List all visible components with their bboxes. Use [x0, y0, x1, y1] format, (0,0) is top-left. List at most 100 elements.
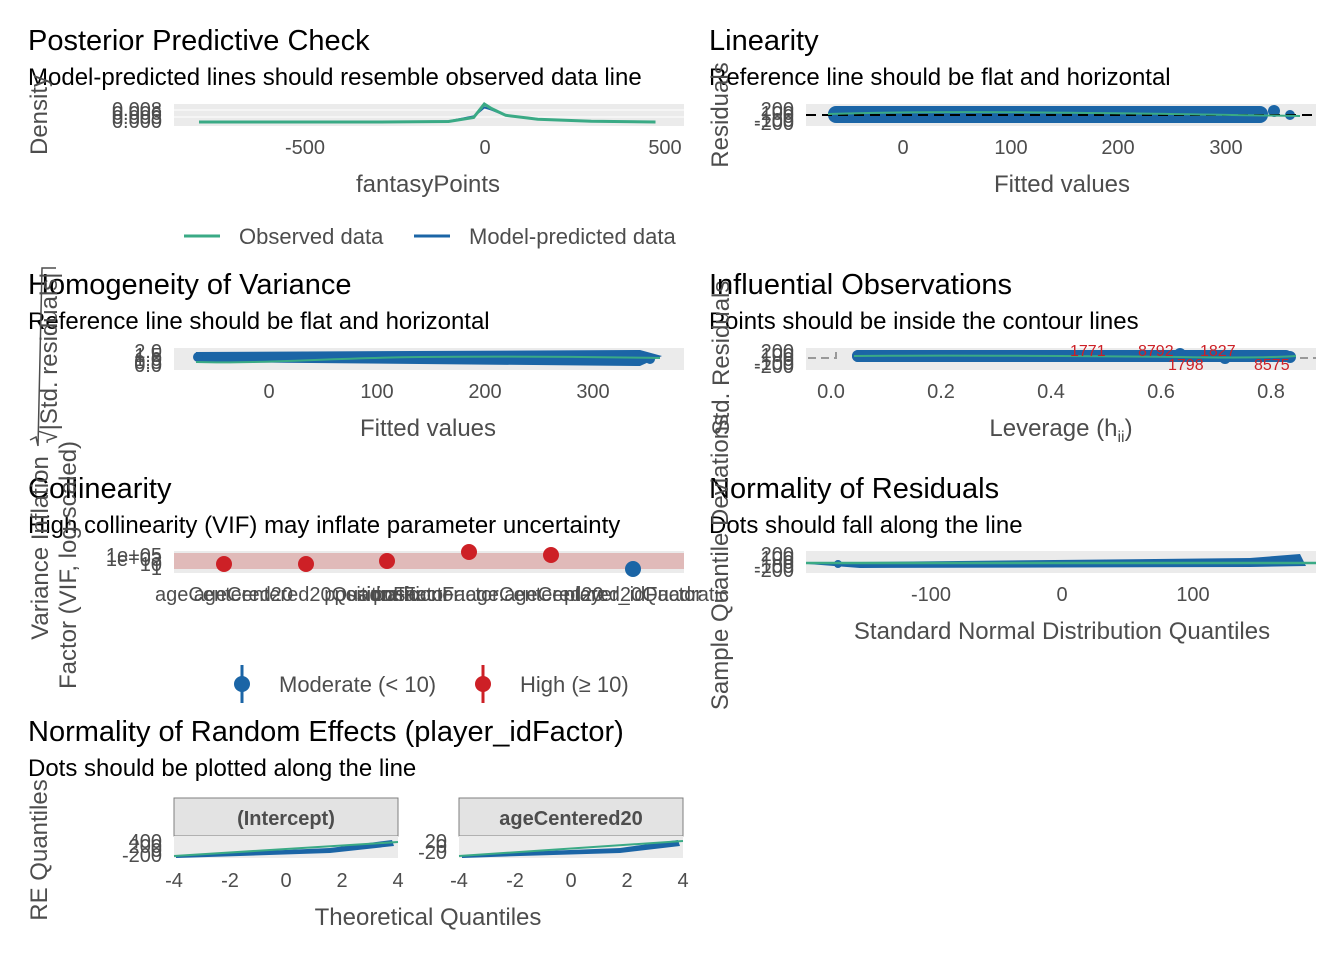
- collinearity-panel: Collinearity High collinearity (VIF) may…: [27, 441, 729, 703]
- linearity-ytick: 200: [761, 99, 794, 121]
- randeff-facet-label: ageCentered20: [499, 808, 642, 830]
- collinearity-title: Collinearity: [28, 473, 172, 505]
- influential-ytick: -100: [754, 353, 794, 375]
- collinearity-x-ticks: ageCentered20 ageCentered20Quadratic pos…: [155, 584, 729, 606]
- randeff-ytick: -20: [418, 842, 447, 864]
- collinearity-ylabel-line2: Factor (VIF, log-scaled): [55, 441, 82, 689]
- randeff-ytick: 20: [425, 831, 447, 853]
- collinearity-ylabel-line1: Variance Inflation: [27, 456, 54, 640]
- linearity-ytick: -100: [754, 110, 794, 132]
- collinearity-xtick: positionFactor:ageCentered20Quadratic: [373, 584, 729, 606]
- ppc-ytick: 0.006: [112, 103, 162, 125]
- influential-xtick: 0.0: [817, 381, 845, 403]
- ppc-panel: Posterior Predictive Check Model-predict…: [26, 25, 684, 249]
- homogeneity-xtick: 300: [576, 381, 609, 403]
- ppc-ytick: 0.008: [112, 99, 162, 121]
- randeff-facet-points: [462, 840, 680, 858]
- ppc-ytick: 0.003: [112, 107, 162, 129]
- collinearity-legend-key-moderate: [234, 676, 250, 692]
- collinearity-xtick: ageCentered20: [155, 584, 293, 606]
- influential-panel: Influential Observations Points should b…: [708, 269, 1316, 446]
- collinearity-point-high: [543, 547, 559, 563]
- randeff-ytick: -200: [122, 845, 162, 867]
- collinearity-point-moderate: [625, 561, 641, 577]
- ppc-xtick: 500: [648, 137, 681, 159]
- randeff-ytick: 0: [436, 836, 447, 858]
- influential-xtick: 0.4: [1037, 381, 1065, 403]
- homogeneity-ytick: 1.5: [134, 345, 162, 367]
- linearity-xtick: 100: [994, 137, 1027, 159]
- normres-ytick: 200: [761, 544, 794, 566]
- normres-ytick: 100: [761, 548, 794, 570]
- homogeneity-subtitle: Reference line should be flat and horizo…: [28, 308, 490, 335]
- collinearity-subtitle: High collinearity (VIF) may inflate para…: [28, 512, 620, 539]
- randeff-xtick: 0: [565, 870, 576, 892]
- randeff-xtick: 0: [280, 870, 291, 892]
- collinearity-xtick: player_idFactor: [564, 584, 702, 606]
- collinearity-point-high: [216, 556, 232, 572]
- randeff-facet-reference-line: [458, 840, 684, 857]
- linearity-ytick: 0: [783, 106, 794, 128]
- influential-ytick: 0: [783, 349, 794, 371]
- influential-ytick: 100: [761, 345, 794, 367]
- linearity-title: Linearity: [709, 25, 819, 57]
- randeff-ytick: 0: [151, 840, 162, 862]
- collinearity-ytick: 1: [151, 558, 162, 580]
- collinearity-legend-high: High (≥ 10): [520, 672, 629, 697]
- homogeneity-panel: Homogeneity of Variance Reference line s…: [28, 267, 684, 447]
- collinearity-point-high: [461, 544, 477, 560]
- randeff-ytick: 200: [129, 836, 162, 858]
- ppc-legend-observed: Observed data: [239, 224, 384, 249]
- linearity-xtick: 300: [1209, 137, 1242, 159]
- linearity-ylabel: Residuals: [707, 62, 734, 167]
- influential-label: 1771: [1070, 343, 1106, 360]
- randeff-panel: Normality of Random Effects (player_idFa…: [26, 716, 689, 931]
- homogeneity-xlabel: Fitted values: [360, 415, 496, 442]
- collinearity-legend-key-high: [475, 676, 491, 692]
- homogeneity-xtick: 200: [468, 381, 501, 403]
- linearity-smooth-line: [827, 111, 1301, 117]
- homogeneity-point: [645, 354, 655, 364]
- randeff-facet-strip: [173, 797, 399, 837]
- influential-title: Influential Observations: [709, 269, 1012, 301]
- collinearity-ytick: 1e+03: [106, 549, 162, 571]
- ppc-series-observed: [199, 102, 656, 124]
- normres-y-ticks: 200 100 0 -100 -200: [754, 544, 794, 582]
- normres-xtick: -100: [911, 584, 951, 606]
- ppc-xlabel: fantasyPoints: [356, 171, 500, 198]
- ppc-y-ticks: 0.008 0.006 0.003 0.000: [112, 99, 162, 133]
- randeff-xtick: -4: [450, 870, 468, 892]
- homogeneity-y-ticks: 2.0 1.5 1.0 0.5 0.0: [134, 341, 162, 377]
- randeff-facet-points: [176, 840, 394, 858]
- randeff-title: Normality of Random Effects (player_idFa…: [28, 716, 624, 748]
- collinearity-xtick: positionFactor: [324, 584, 450, 606]
- influential-xtick: 0.6: [1147, 381, 1175, 403]
- randeff-xtick: 4: [677, 870, 688, 892]
- collinearity-legend-moderate: Moderate (< 10): [279, 672, 436, 697]
- linearity-xtick: 200: [1101, 137, 1134, 159]
- randeff-ytick: 400: [129, 831, 162, 853]
- influential-smooth-line: [853, 354, 1297, 359]
- randeff-ylabel: RE Quantiles: [26, 779, 53, 920]
- ppc-ylabel: Density: [26, 75, 53, 155]
- normres-ytick: -100: [754, 556, 794, 578]
- homogeneity-points: [196, 350, 662, 366]
- linearity-xtick: 0: [897, 137, 908, 159]
- randeff-xtick: 2: [621, 870, 632, 892]
- randeff-x-ticks: -4 -2 0 2 4 -4 -2 0 2 4: [165, 870, 688, 892]
- collinearity-high-band: [174, 553, 684, 569]
- randeff-facet-reference-line: [173, 841, 399, 857]
- normres-xtick: 100: [1176, 584, 1209, 606]
- influential-label: 8792: [1138, 343, 1174, 360]
- ppc-ytick: 0.000: [112, 111, 162, 133]
- linearity-xlabel: Fitted values: [994, 171, 1130, 198]
- influential-label: 8575: [1254, 357, 1290, 374]
- influential-xtick: 0.2: [927, 381, 955, 403]
- normres-ylabel: Sample Quantile Deviations: [707, 414, 734, 710]
- randeff-xtick: 2: [336, 870, 347, 892]
- linearity-panel: Linearity Reference line should be flat …: [707, 25, 1316, 198]
- randeff-subtitle: Dots should be plotted along the line: [28, 755, 416, 782]
- influential-xtick: 0.8: [1257, 381, 1285, 403]
- randeff-facet-strip: [458, 797, 684, 837]
